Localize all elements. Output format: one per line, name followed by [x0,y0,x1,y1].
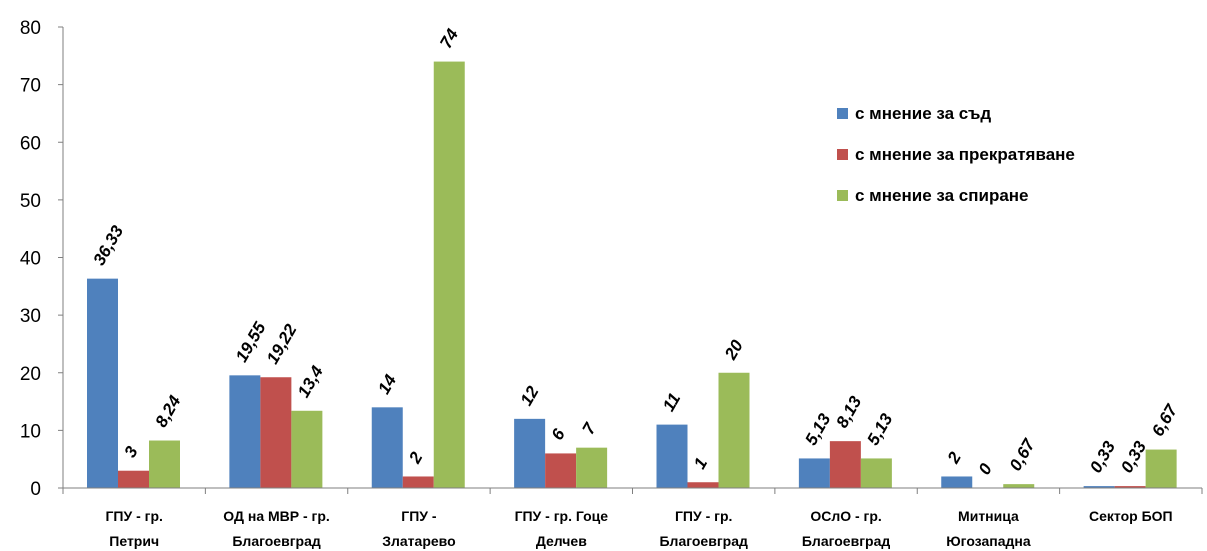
bar [860,458,892,488]
bar [291,410,323,488]
data-label: 0,33 [1117,437,1150,476]
data-label: 7 [579,419,601,438]
bar [656,424,688,488]
y-tick-label: 50 [20,191,41,212]
bar [1083,486,1115,488]
bar [829,441,861,488]
x-tick-label: ГПУ - гр. Петрич [105,508,162,549]
bar [1145,449,1177,488]
legend-swatch [837,149,848,160]
bar [718,372,750,488]
data-label: 6,67 [1148,400,1182,439]
legend-item: с мнение за спиране [837,186,1029,205]
bars [87,61,1177,488]
data-label: 0,33 [1086,437,1119,476]
bar [433,61,465,488]
legend-swatch [837,190,848,201]
y-tick-label: 40 [20,249,41,270]
bar [149,440,180,488]
data-label: 5,13 [863,410,896,449]
legend-label: с мнение за прекратяване [855,145,1075,164]
data-label: 0 [975,460,996,478]
legend-swatch [837,108,848,119]
bar [371,407,403,488]
legend-label: с мнение за съд [855,104,991,123]
data-label: 11 [659,390,684,415]
bar [576,447,608,488]
y-tick-label: 80 [20,18,41,39]
bar [545,453,577,488]
data-label: 8,13 [832,393,865,432]
data-label: 2 [943,448,965,467]
x-tick-label: ОД на МВР - гр. Благоевград [223,508,330,549]
data-label: 19,22 [263,320,301,367]
y-tick-label: 60 [20,133,41,154]
y-tick-label: 10 [20,421,41,442]
x-tick-label: Митница Югозападна [946,508,1031,549]
x-tick-label: ОСлО - гр. Благоевград [802,508,891,549]
x-tick-label: Сектор БОП [1089,508,1173,524]
data-label: 6 [548,425,569,443]
y-axis: 0 10 20 30 40 50 60 70 80 [20,18,64,500]
data-label: 14 [374,371,400,397]
bar [260,377,292,488]
data-label: 8,24 [152,392,185,431]
x-tick-label: ГПУ - гр. Благоевград [659,508,748,549]
x-tick-label: ГПУ - гр. Гоце Делчев [515,508,609,549]
bar [87,278,118,488]
data-label: 5,13 [801,410,834,449]
bar [1003,484,1035,488]
bar [229,375,261,488]
legend-label: с мнение за спиране [855,186,1029,205]
data-label: 2 [405,448,427,467]
bar [798,458,830,488]
bar [514,418,546,488]
data-label: 13,4 [294,362,327,401]
legend-item: с мнение за прекратяване [837,145,1075,164]
data-label: 74 [436,25,462,51]
data-label: 20 [721,336,748,363]
data-label: 3 [121,443,142,461]
data-label: 36,33 [90,222,128,269]
y-tick-label: 0 [30,479,41,500]
legend-item: с мнение за съд [837,104,991,123]
data-label: 1 [690,455,711,473]
bar [941,476,973,488]
x-axis: ГПУ - гр. Петрич ОД на МВР - гр. Благоевгра… [62,487,1203,549]
data-label: 0,67 [1006,435,1040,474]
x-tick-label: ГПУ -Златарево [382,508,455,549]
y-tick-label: 30 [20,306,41,327]
legend: с мнение за съд с мнение за прекратяване с… [837,104,1075,205]
data-label: 12 [517,383,543,409]
bar [402,476,434,488]
y-tick-label: 20 [20,364,41,385]
bar [687,482,719,488]
bar [1114,486,1146,488]
bar [118,470,149,488]
y-tick-label: 70 [20,76,41,97]
